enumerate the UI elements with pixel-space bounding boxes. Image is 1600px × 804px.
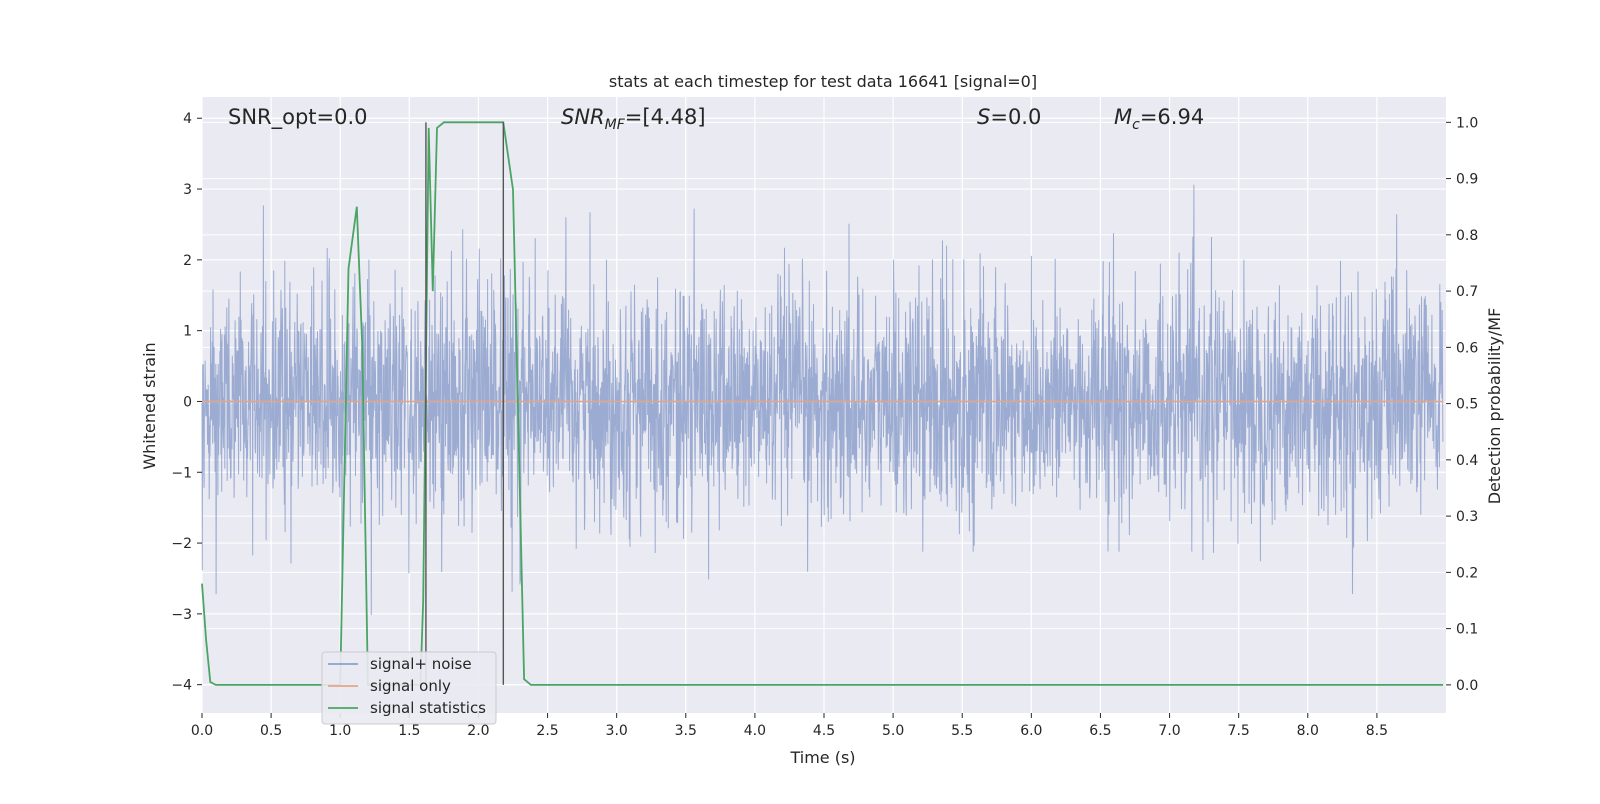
series-layer	[201, 121, 1444, 686]
x-tick-label: 2.5	[536, 723, 558, 739]
chart-title: stats at each timestep for test data 166…	[609, 72, 1037, 91]
y-right-tick-label: 0.3	[1456, 509, 1478, 525]
x-tick-label: 1.5	[398, 723, 420, 739]
y-tick-label: 3	[183, 182, 192, 198]
x-tick-label: 2.0	[467, 723, 489, 739]
y-tick-label: −3	[171, 607, 192, 623]
y-right-tick-label: 0.0	[1456, 678, 1478, 694]
legend: signal+ noise signal only signal statist…	[321, 651, 497, 725]
x-axis-label: Time (s)	[789, 748, 855, 767]
x-tick-label: 6.5	[1089, 723, 1111, 739]
y-tick-label: −1	[171, 465, 192, 481]
x-tick-label: 6.0	[1020, 723, 1042, 739]
y-right-tick-label: 0.9	[1456, 172, 1478, 188]
annotation-s-value: =0.0	[990, 105, 1041, 129]
y-right-tick-label: 0.7	[1456, 284, 1478, 300]
x-tick-label: 5.0	[882, 723, 904, 739]
y-right-tick-label: 0.6	[1456, 340, 1478, 356]
annotation-snr-mf-sub: MF	[605, 117, 626, 133]
x-tick-label: 4.0	[744, 723, 766, 739]
x-tick-label: 8.0	[1297, 723, 1319, 739]
x-tick-label: 3.0	[606, 723, 628, 739]
annotation-s-main: S	[977, 105, 990, 129]
y-axis-right-label: Detection probability/MF	[1485, 308, 1504, 505]
legend-label-signal-statistics: signal statistics	[370, 699, 486, 717]
x-tick-label: 8.5	[1366, 723, 1388, 739]
vertical-markers	[425, 122, 505, 685]
y-axis-label: Whitened strain	[140, 342, 159, 469]
y-right-tick-label: 0.2	[1456, 565, 1478, 581]
y-tick-label: −2	[171, 536, 192, 552]
y-right-tick-label: 0.4	[1456, 453, 1478, 469]
annotation-s: S=0.0	[977, 105, 1041, 129]
x-tick-label: 1.0	[329, 723, 351, 739]
legend-label-signal-only: signal only	[370, 677, 451, 695]
series-line-signal-noise	[201, 184, 1444, 616]
y-right-tick-label: 1.0	[1456, 115, 1478, 131]
x-tick-label: 7.0	[1158, 723, 1180, 739]
annotation-mc-value: =6.94	[1140, 105, 1204, 129]
y-tick-label: 0	[183, 394, 192, 410]
legend-box	[321, 651, 497, 725]
x-tick-label: 5.5	[951, 723, 973, 739]
y-tick-label: 2	[183, 253, 192, 269]
annotation-snr-mf-value: =[4.48]	[625, 105, 706, 129]
x-tick-label: 7.5	[1228, 723, 1250, 739]
x-tick-label: 0.5	[260, 723, 282, 739]
annotation-mc: Mc=6.94	[1114, 105, 1204, 133]
series-signal-noise	[201, 184, 1444, 616]
y-right-tick-label: 0.8	[1456, 228, 1478, 244]
y-right-tick-label: 0.1	[1456, 622, 1478, 638]
x-tick-label: 3.5	[675, 723, 697, 739]
annotation-snr-opt: SNR_opt=0.0	[228, 105, 368, 130]
annotation-snr-mf: SNRMF=[4.48]	[561, 105, 706, 133]
y-right-tick-label: 0.5	[1456, 397, 1478, 413]
annotation-mc-main: M	[1114, 105, 1132, 129]
series-line-signal-statistics	[201, 121, 1444, 686]
annotation-snr-mf-main: SNR	[561, 105, 605, 129]
y-tick-label: 1	[183, 324, 192, 340]
x-tick-label: 0.0	[191, 723, 213, 739]
annotation-snr-opt-text: SNR_opt=0.0	[228, 105, 368, 130]
y-tick-label: 4	[183, 111, 192, 127]
annotation-mc-sub: c	[1132, 117, 1140, 133]
legend-label-signal-noise: signal+ noise	[370, 655, 472, 673]
y-tick-label: −4	[171, 678, 192, 694]
x-tick-label: 4.5	[813, 723, 835, 739]
axes: 0.0 0.5 1.0 1.5 2.0 2.5 3.0 3.5 4.0 4.5 5.0 5.5 6.0 6…	[171, 111, 1478, 739]
